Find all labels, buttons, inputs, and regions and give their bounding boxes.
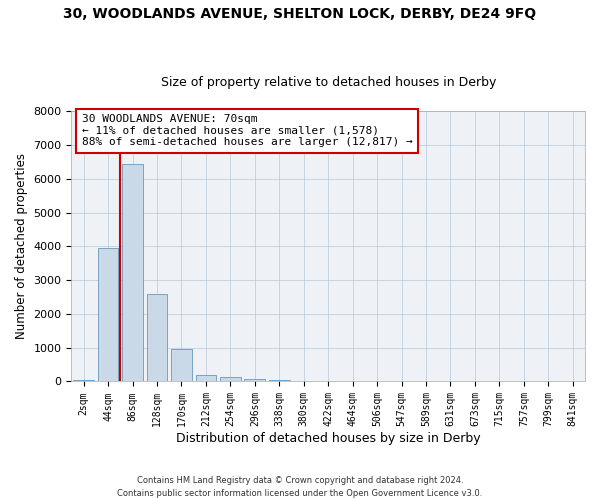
Bar [73, 380, 94, 382]
Bar [196, 374, 217, 382]
Y-axis label: Number of detached properties: Number of detached properties [15, 154, 28, 340]
Bar [171, 350, 192, 382]
Title: Size of property relative to detached houses in Derby: Size of property relative to detached ho… [161, 76, 496, 90]
Bar [98, 248, 118, 382]
X-axis label: Distribution of detached houses by size in Derby: Distribution of detached houses by size … [176, 432, 481, 445]
Bar [122, 164, 143, 382]
Text: 30 WOODLANDS AVENUE: 70sqm
← 11% of detached houses are smaller (1,578)
88% of s: 30 WOODLANDS AVENUE: 70sqm ← 11% of deta… [82, 114, 412, 148]
Bar [220, 378, 241, 382]
Text: Contains HM Land Registry data © Crown copyright and database right 2024.
Contai: Contains HM Land Registry data © Crown c… [118, 476, 482, 498]
Text: 30, WOODLANDS AVENUE, SHELTON LOCK, DERBY, DE24 9FQ: 30, WOODLANDS AVENUE, SHELTON LOCK, DERB… [64, 8, 536, 22]
Bar [146, 294, 167, 382]
Bar [269, 380, 290, 382]
Bar [244, 379, 265, 382]
